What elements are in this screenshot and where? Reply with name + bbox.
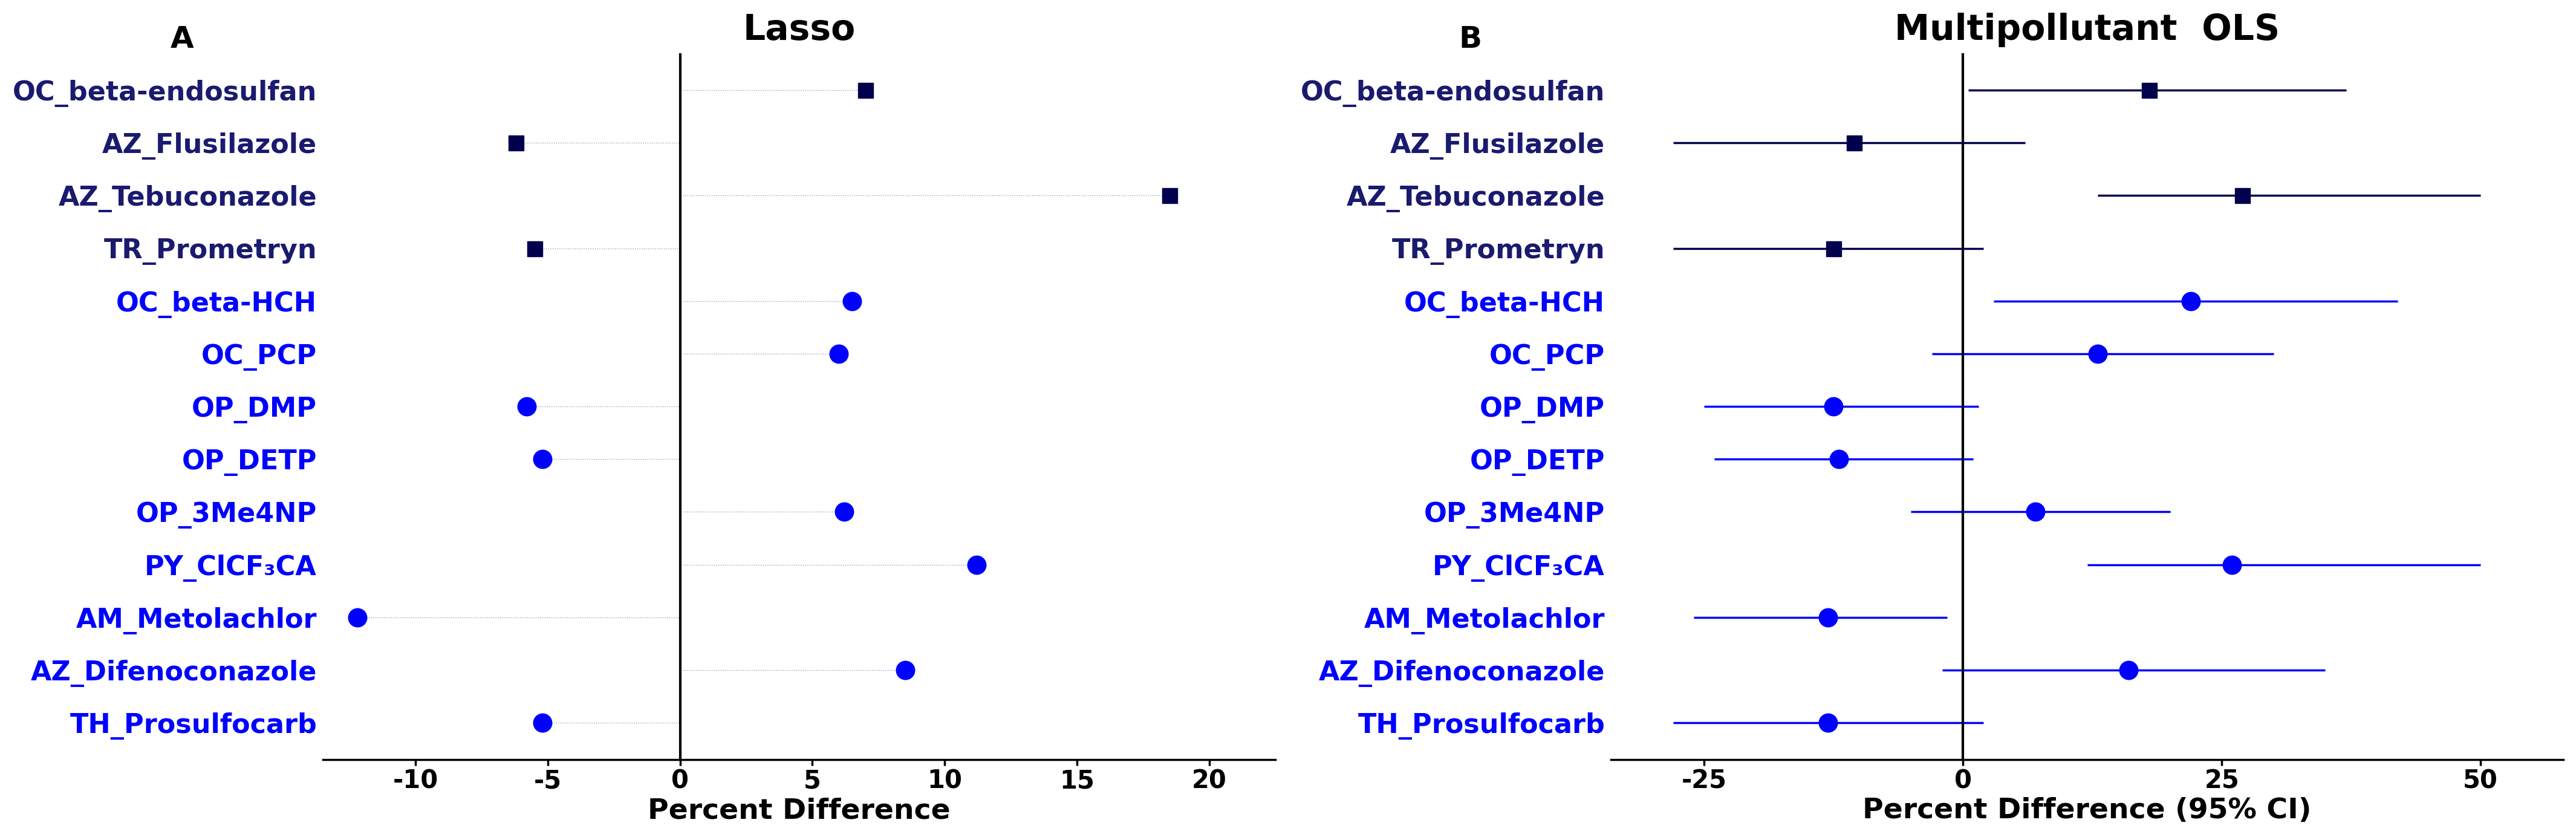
X-axis label: Percent Difference: Percent Difference bbox=[647, 797, 951, 824]
Title: Lasso: Lasso bbox=[742, 13, 855, 47]
X-axis label: Percent Difference (95% CI): Percent Difference (95% CI) bbox=[1862, 797, 2311, 824]
Title: Multipollutant  OLS: Multipollutant OLS bbox=[1893, 13, 2280, 47]
Text: A: A bbox=[170, 25, 193, 54]
Text: B: B bbox=[1458, 25, 1481, 54]
